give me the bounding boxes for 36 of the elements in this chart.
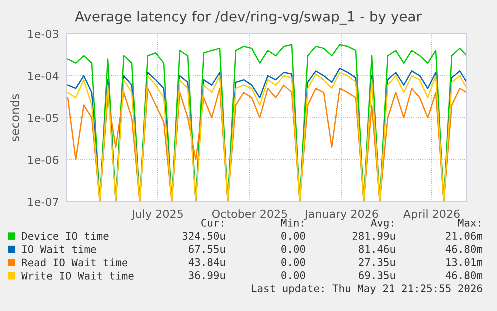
text: 81.46u [359,245,396,254]
legend-label: Device IO time [22,232,109,240]
text: 21.06m [446,232,483,240]
legend-label: IO Wait time [22,245,96,254]
text: 46.80m [446,245,483,254]
text: Last update: Thu May 21 21:25:55 2026 [252,284,482,295]
text: Avg: [371,219,394,229]
text: Cur: [202,219,224,227]
text: 27.35u [359,258,396,266]
y-axis-title: seconds [10,94,20,142]
text: 46.80m [446,272,483,280]
x-tick-label: April 2026 [403,210,460,220]
y-tick-label: 1e-05 [28,114,58,122]
text: 67.55u [189,245,226,254]
x-tick-label: October 2025 [212,210,288,218]
y-tick-label: 1e-07 [28,198,58,206]
text: 43.84u [188,258,226,266]
legend-label: Write IO Wait time [22,272,134,280]
text: 0.00 [282,272,306,280]
text: 36.99u [189,272,226,280]
y-tick-label: 1e-03 [28,30,58,38]
y-tick-label: 1e-06 [28,156,59,164]
y-tick-label: 1e-04 [28,72,59,80]
text: 0.00 [282,232,306,240]
x-tick-label: July 2025 [132,210,183,220]
text: Max: [458,219,480,227]
text: 0.00 [282,245,306,254]
text: Min: [281,218,304,227]
text: 69.35u [359,272,396,280]
text: 13.01m [446,258,483,266]
legend-label: Read IO Wait time [22,258,128,267]
text: 324.50u [182,232,226,240]
x-tick-label: January 2026 [304,210,378,220]
chart-title: Average latency for /dev/ring-vg/swap_1 - by year [75,11,422,25]
text: 0.00 [282,258,306,266]
text: 281.99u [352,232,396,240]
